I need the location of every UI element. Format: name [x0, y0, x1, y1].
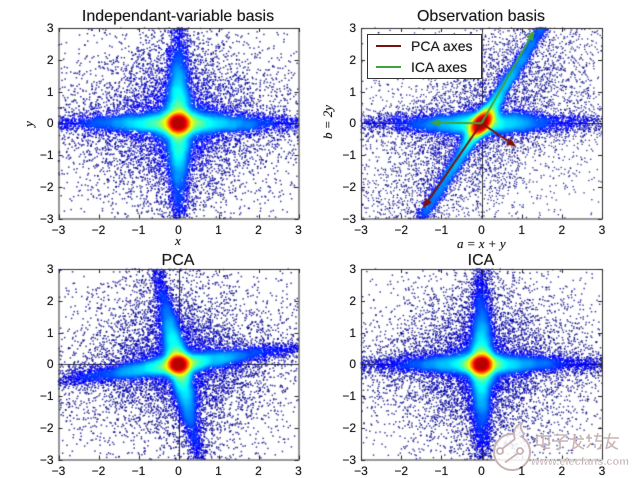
svg-text:www.elecfans.com: www.elecfans.com [530, 456, 629, 468]
